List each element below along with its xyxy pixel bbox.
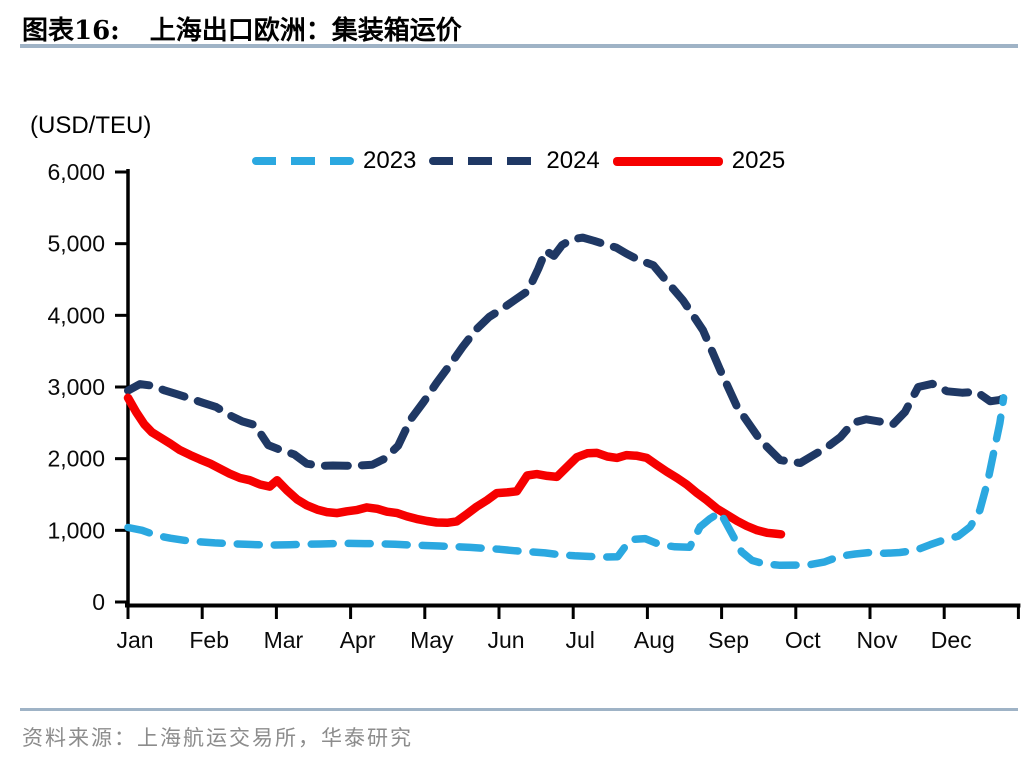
y-tick-label: 1,000 <box>47 517 105 543</box>
x-tick-label: Oct <box>785 627 821 653</box>
footer-divider <box>20 708 1018 711</box>
y-tick-label: 6,000 <box>47 159 105 185</box>
legend-swatch-2025 <box>612 156 723 166</box>
x-tick-label: Mar <box>264 627 304 653</box>
legend-item-2024: 2024 <box>429 147 600 175</box>
x-tick-label: Feb <box>189 627 229 653</box>
x-tick-label: Aug <box>634 627 675 653</box>
legend-label-2023: 2023 <box>363 147 417 174</box>
legend-item-2025: 2025 <box>612 147 786 175</box>
series-line-2023 <box>124 394 1008 570</box>
y-tick-label: 0 <box>92 589 105 615</box>
x-tick-label: Nov <box>857 627 898 653</box>
figure-title: 上海出口欧洲：集装箱运价 <box>149 16 462 46</box>
x-tick-label: Dec <box>931 627 972 653</box>
y-tick-label: 4,000 <box>47 302 105 328</box>
x-tick-label: May <box>410 627 454 653</box>
figure-header: 图表16: 上海出口欧洲：集装箱运价 <box>22 10 462 47</box>
y-tick-label: 3,000 <box>47 374 105 400</box>
x-tick-label: Apr <box>340 627 376 653</box>
series-line-2024 <box>124 233 1010 470</box>
x-tick-label: Jan <box>116 627 153 653</box>
legend-swatch-2023 <box>252 157 354 165</box>
chart-legend: 2023 2024 2025 <box>252 147 785 175</box>
x-tick-label: Jun <box>487 627 524 653</box>
source-note: 资料来源：上海航运交易所，华泰研究 <box>22 726 413 750</box>
legend-label-2024: 2024 <box>546 147 600 174</box>
y-tick-label: 5,000 <box>47 231 105 257</box>
figure-number: 图表16: <box>22 16 120 46</box>
series-line-2025 <box>123 393 786 539</box>
legend-label-2025: 2025 <box>731 147 786 174</box>
legend-swatch-2024 <box>429 157 538 165</box>
title-divider <box>20 44 1018 48</box>
y-axis-unit-label: (USD/TEU) <box>30 112 152 139</box>
x-tick-label: Jul <box>565 627 594 653</box>
legend-item-2023: 2023 <box>252 147 416 175</box>
x-tick-label: Sep <box>708 627 749 653</box>
y-tick-label: 2,000 <box>47 446 105 472</box>
